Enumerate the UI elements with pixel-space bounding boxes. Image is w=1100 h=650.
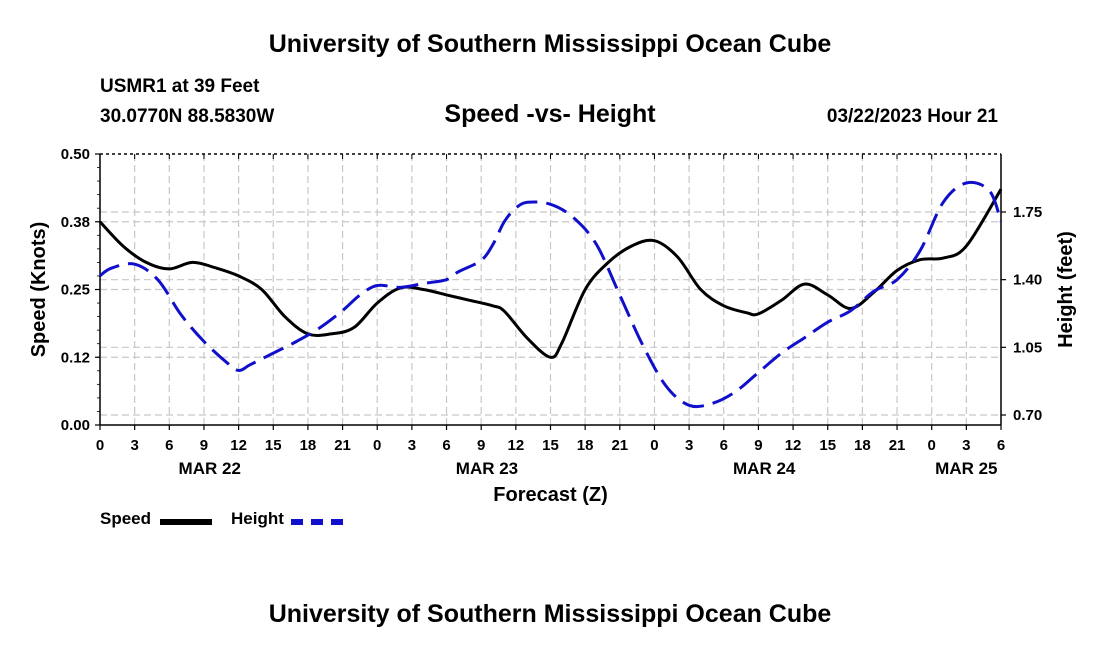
x-tick-label: 12 xyxy=(230,437,247,454)
date-label: MAR 22 xyxy=(179,459,241,478)
y-axis-title: Speed (Knots) xyxy=(28,222,50,358)
y-tick-label: 0.00 xyxy=(61,417,90,434)
series-line-speed xyxy=(98,188,1003,359)
y2-tick-label: 1.05 xyxy=(1013,339,1042,356)
x-tick-label: 18 xyxy=(854,437,871,454)
y2-tick-label: 0.70 xyxy=(1013,407,1042,424)
x-tick-label: 9 xyxy=(754,437,762,454)
x-tick-label: 0 xyxy=(928,437,936,454)
x-tick-label: 12 xyxy=(508,437,525,454)
x-axis-title: Forecast (Z) xyxy=(493,484,607,506)
legend-speed-swatch xyxy=(160,519,212,525)
x-tick-label: 18 xyxy=(577,437,594,454)
series-line-height xyxy=(99,181,1003,409)
x-tick-label: 15 xyxy=(542,437,559,454)
date-label: MAR 23 xyxy=(456,459,518,478)
y2-tick-label: 1.40 xyxy=(1013,272,1042,289)
chart-subtitle: Speed -vs- Height xyxy=(444,100,656,128)
station-label: USMR1 at 39 Feet xyxy=(100,76,260,97)
x-tick-label: 3 xyxy=(408,437,416,454)
y-tick-label: 0.12 xyxy=(61,349,90,366)
x-tick-label: 21 xyxy=(611,437,628,454)
x-tick-label: 21 xyxy=(334,437,351,454)
y-tick-label: 0.38 xyxy=(61,214,90,231)
x-tick-label: 6 xyxy=(442,437,450,454)
legend-height-label: Height xyxy=(231,509,284,528)
x-tick-label: 3 xyxy=(685,437,693,454)
x-tick-label: 0 xyxy=(650,437,658,454)
y-tick-label: 0.50 xyxy=(61,146,90,163)
x-tick-label: 9 xyxy=(477,437,485,454)
x-tick-label: 3 xyxy=(130,437,138,454)
y2-tick-label: 1.75 xyxy=(1013,204,1042,221)
footer-title: University of Southern Mississippi Ocean… xyxy=(268,600,832,628)
legend-speed-label: Speed xyxy=(100,509,152,528)
x-tick-label: 15 xyxy=(265,437,282,454)
date-label: MAR 25 xyxy=(935,459,997,478)
y2-axis-title: Height (feet) xyxy=(1055,231,1077,348)
x-tick-label: 6 xyxy=(165,437,173,454)
x-tick-label: 18 xyxy=(300,437,317,454)
x-tick-label: 6 xyxy=(720,437,728,454)
legend-height-swatch xyxy=(291,519,343,525)
x-tick-label: 21 xyxy=(889,437,906,454)
x-tick-label: 12 xyxy=(785,437,802,454)
x-tick-label: 15 xyxy=(819,437,836,454)
x-tick-label: 3 xyxy=(962,437,970,454)
x-tick-label: 9 xyxy=(200,437,208,454)
forecast-datetime: 03/22/2023 Hour 21 xyxy=(826,106,998,127)
station-coordinates: 30.0770N 88.5830W xyxy=(100,106,275,127)
x-tick-label: 0 xyxy=(96,437,104,454)
y-tick-label: 0.25 xyxy=(61,282,90,299)
x-tick-label: 0 xyxy=(373,437,381,454)
date-label: MAR 24 xyxy=(733,459,796,478)
page-title: University of Southern Mississippi Ocean… xyxy=(268,30,832,58)
x-tick-label: 6 xyxy=(997,437,1005,454)
